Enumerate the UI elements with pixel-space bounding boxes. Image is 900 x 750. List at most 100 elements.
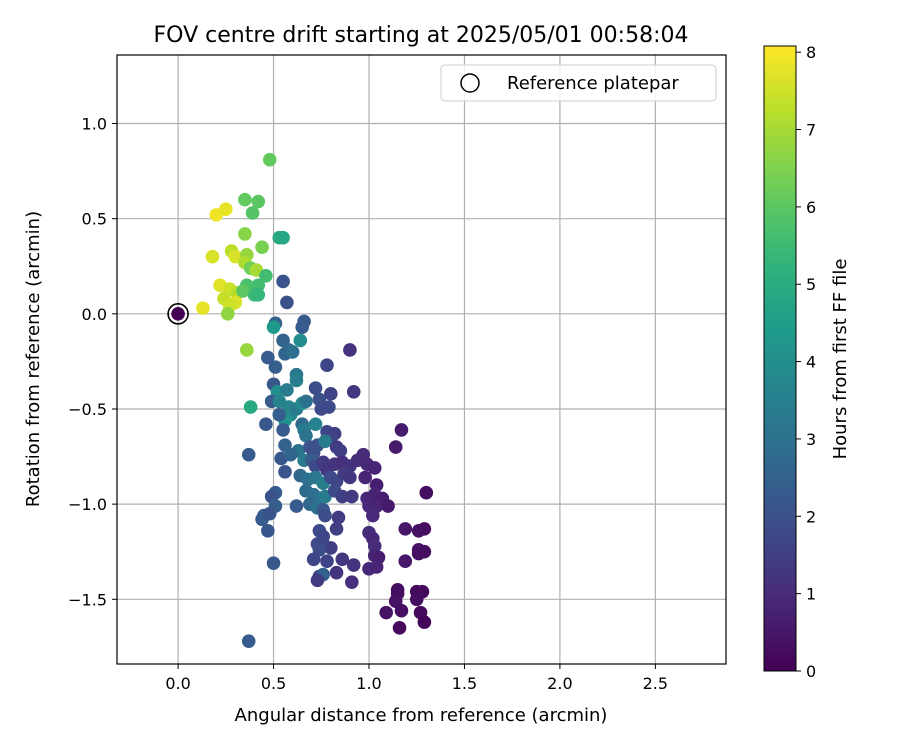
data-point (245, 206, 260, 220)
data-point (196, 301, 210, 315)
data-point (266, 556, 281, 570)
y-tick-label: −0.5 (68, 400, 107, 419)
data-point (343, 343, 357, 357)
data-point (409, 592, 424, 607)
data-point (262, 152, 277, 167)
x-axis-label: Angular distance from reference (arcmin) (235, 705, 608, 726)
colorbar: 0 1 2 3 4 5 6 7 8 Hours from first FF file (763, 43, 851, 681)
data-point (280, 295, 294, 310)
data-point (333, 444, 348, 458)
data-point (299, 428, 313, 443)
x-tick-label: 1.5 (452, 674, 477, 693)
data-points (196, 152, 434, 648)
chart-title: FOV centre drift starting at 2025/05/01 … (154, 23, 689, 48)
legend-box (440, 64, 717, 102)
grid (117, 55, 726, 664)
data-point (289, 373, 304, 388)
data-point (411, 546, 426, 561)
data-point (238, 227, 252, 241)
colorbar-tick-label: 8 (806, 43, 816, 62)
x-tick-label: 2.5 (643, 674, 668, 693)
data-point (335, 489, 350, 504)
data-point (285, 345, 300, 359)
data-point (243, 400, 258, 414)
x-tick-label: 0.0 (165, 674, 190, 693)
data-point (276, 423, 290, 437)
data-point (343, 470, 357, 485)
data-point (238, 192, 252, 207)
colorbar-tick-label: 1 (806, 585, 816, 604)
data-point (329, 565, 344, 580)
data-point (236, 284, 250, 298)
data-point (310, 573, 325, 588)
reference-marker (167, 303, 189, 325)
data-point (345, 489, 359, 504)
colorbar-label: Hours from first FF file (830, 259, 851, 460)
y-tick-label: 0.0 (82, 305, 107, 324)
colorbar-tick-label: 6 (806, 198, 816, 217)
data-point (329, 522, 344, 536)
data-point (261, 523, 275, 538)
data-point (280, 383, 294, 397)
colorbar-tick-label: 2 (806, 507, 816, 526)
data-point (306, 552, 321, 567)
colorbar-tick-label: 0 (806, 662, 816, 681)
colorbar-tick-label: 3 (806, 430, 816, 449)
data-point (289, 499, 304, 513)
plot-frame (116, 54, 727, 665)
data-point (255, 240, 269, 255)
data-point (241, 447, 256, 462)
data-point (261, 350, 275, 365)
colorbar-tick-label: 5 (806, 275, 816, 294)
data-point (335, 552, 350, 567)
data-point (367, 539, 382, 553)
data-point (346, 385, 361, 399)
data-point (219, 202, 233, 216)
data-point (320, 358, 334, 373)
data-point (251, 194, 266, 209)
data-point (220, 307, 235, 321)
data-point (259, 417, 273, 432)
data-point (366, 508, 380, 523)
data-point (262, 506, 277, 521)
y-tick-label: 0.5 (82, 210, 107, 229)
data-point (241, 634, 256, 648)
data-point (318, 434, 332, 449)
data-point (379, 605, 393, 620)
data-point (324, 386, 338, 401)
x-axis-ticks: 0.0 0.5 1.0 1.5 2.0 2.5 (165, 664, 668, 693)
data-point (205, 249, 220, 264)
data-point (308, 381, 323, 395)
data-point (322, 400, 336, 414)
colorbar-tick-label: 7 (806, 121, 816, 140)
data-point (251, 287, 266, 302)
data-point (293, 333, 308, 348)
y-tick-label: −1.0 (68, 495, 107, 514)
data-point (394, 603, 409, 618)
data-point (240, 343, 254, 357)
reference-marker-group (167, 303, 189, 325)
x-tick-label: 1.0 (356, 674, 381, 693)
data-point (259, 268, 273, 283)
reference-point-dot (171, 307, 185, 321)
data-point (419, 485, 434, 500)
data-point (388, 440, 403, 454)
data-point (398, 522, 413, 536)
data-point (392, 621, 407, 635)
data-point (367, 461, 382, 475)
colorbar-tick-label: 4 (806, 353, 816, 372)
data-point (308, 417, 323, 432)
data-point (358, 470, 372, 485)
data-point (278, 464, 292, 479)
data-point (268, 360, 283, 374)
y-tick-label: −1.5 (68, 590, 107, 609)
data-point (266, 320, 281, 334)
data-point (276, 274, 290, 289)
data-point (318, 508, 332, 523)
y-axis-label: Rotation from reference (arcmin) (23, 211, 44, 507)
data-point (369, 560, 384, 574)
data-point (283, 447, 298, 462)
data-point (331, 510, 346, 525)
data-point (295, 320, 309, 334)
